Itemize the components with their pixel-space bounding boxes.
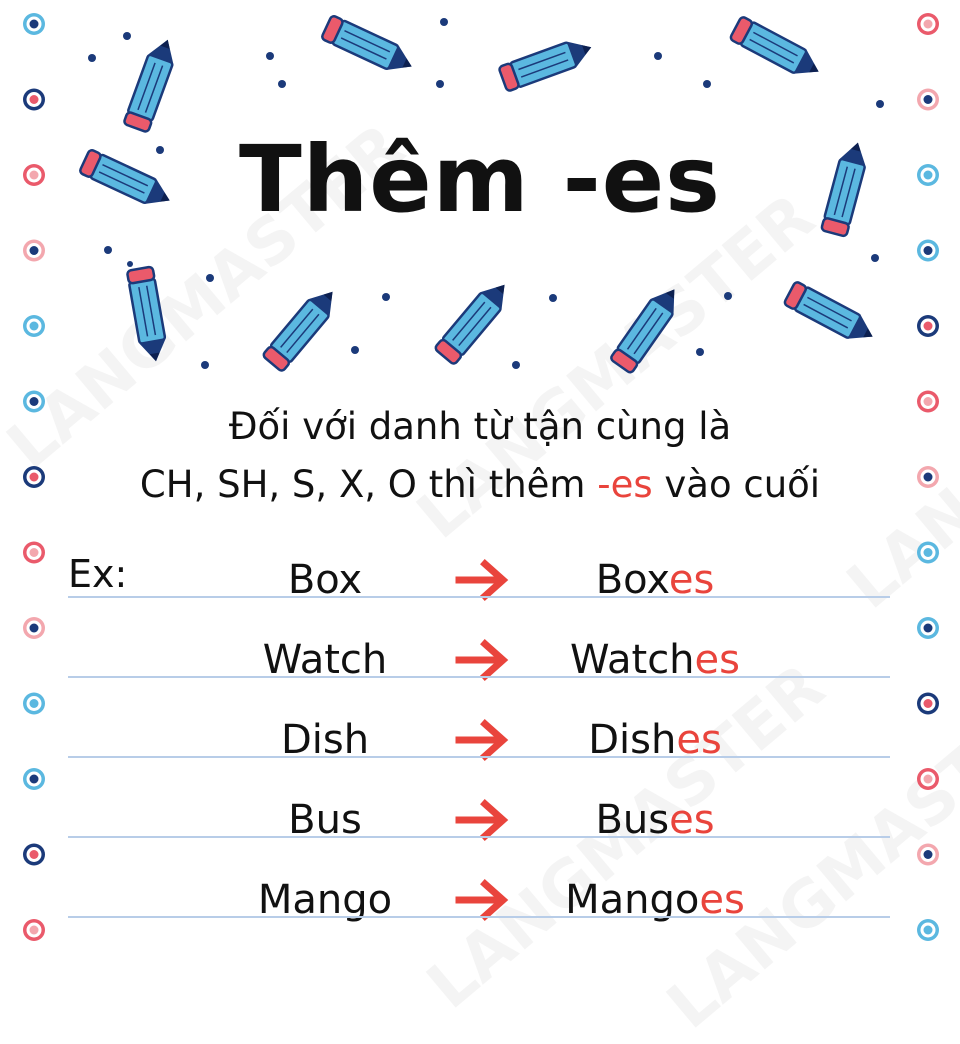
plural-suffix: es bbox=[669, 797, 715, 843]
dot-ornament bbox=[923, 19, 933, 29]
rule-description: Đối với danh từ tận cùng là CH, SH, S, X… bbox=[0, 398, 960, 514]
right-dot-border bbox=[917, 13, 939, 941]
dot-ornament bbox=[29, 19, 39, 29]
dot-ornament bbox=[29, 925, 39, 935]
pencil-icon bbox=[319, 13, 419, 80]
ruled-line bbox=[68, 836, 890, 838]
arrow-right-icon bbox=[455, 799, 509, 841]
plural-noun: Watches bbox=[505, 632, 805, 688]
example-row: Box Boxes bbox=[0, 552, 960, 632]
plural-suffix: es bbox=[699, 877, 745, 923]
confetti-dots bbox=[88, 18, 884, 369]
dot-ornament bbox=[923, 925, 933, 935]
dot-ornament bbox=[29, 774, 39, 784]
plural-suffix: es bbox=[676, 717, 722, 763]
pencil-icon bbox=[432, 275, 516, 367]
plural-stem: Bus bbox=[595, 797, 670, 843]
plural-noun: Boxes bbox=[505, 552, 805, 608]
pencil-icon bbox=[260, 282, 344, 374]
description-text: vào cuối bbox=[652, 463, 821, 506]
pencil-icon bbox=[782, 279, 880, 350]
example-row: Dish Dishes bbox=[0, 712, 960, 792]
suffix-highlight: -es bbox=[597, 463, 653, 506]
singular-noun: Bus bbox=[288, 797, 362, 843]
arrow-right-icon bbox=[455, 559, 509, 601]
example-row: Mango Mangoes bbox=[0, 872, 960, 952]
dot-ornament bbox=[29, 850, 39, 859]
dot-ornament bbox=[29, 548, 39, 557]
dot-ornament bbox=[29, 246, 39, 255]
plural-stem: Mango bbox=[565, 877, 700, 923]
pencil-icon bbox=[608, 280, 687, 376]
dot-ornament bbox=[923, 774, 933, 784]
dot-ornament bbox=[29, 397, 39, 406]
singular-noun: Watch bbox=[262, 637, 388, 683]
ruled-line bbox=[68, 596, 890, 598]
dot-ornament bbox=[923, 699, 933, 708]
dot-ornament bbox=[923, 472, 933, 482]
dot-ornament bbox=[923, 623, 933, 633]
ruled-line bbox=[68, 676, 890, 678]
dot-ornament bbox=[29, 699, 39, 708]
arrow-right-icon bbox=[455, 639, 509, 681]
pencil-icon bbox=[125, 265, 171, 365]
description-text: CH, SH, S, X, O thì thêm bbox=[139, 463, 598, 506]
dot-ornament bbox=[923, 397, 933, 406]
dot-ornament bbox=[29, 472, 39, 482]
singular-noun: Mango bbox=[257, 877, 393, 923]
plural-suffix: es bbox=[668, 557, 715, 603]
left-dot-border bbox=[23, 13, 45, 941]
dot-ornament bbox=[29, 95, 39, 104]
dot-ornament bbox=[923, 321, 933, 331]
arrow-right-icon bbox=[455, 719, 509, 761]
pencil-icon bbox=[497, 33, 597, 93]
plural-stem: Box bbox=[595, 557, 669, 603]
dot-ornament bbox=[923, 850, 933, 859]
dot-ornament bbox=[923, 548, 933, 557]
pencil-icon bbox=[728, 14, 826, 85]
page-title: Thêm -es bbox=[239, 126, 721, 233]
dot-ornament bbox=[923, 170, 933, 180]
ruled-line bbox=[68, 916, 890, 918]
description-line-2: CH, SH, S, X, O thì thêm -es vào cuối bbox=[0, 456, 960, 514]
dot-ornament bbox=[29, 170, 39, 180]
dot-ornament bbox=[923, 95, 933, 104]
singular-noun: Box bbox=[287, 557, 363, 603]
example-label: Ex: bbox=[68, 552, 128, 596]
plural-stem: Watch bbox=[570, 637, 695, 683]
plural-noun: Dishes bbox=[505, 712, 805, 768]
singular-noun: Dish bbox=[280, 717, 370, 763]
dot-ornament bbox=[29, 321, 39, 331]
plural-suffix: es bbox=[694, 637, 740, 683]
infographic: LANGMASTER LANGMASTER LANGMASTER LANGMAS… bbox=[0, 13, 960, 1044]
pencil-decoration bbox=[77, 13, 884, 376]
plural-noun: Mangoes bbox=[505, 872, 805, 928]
ruled-line bbox=[68, 756, 890, 758]
description-line-1: Đối với danh từ tận cùng là bbox=[228, 405, 732, 448]
plural-stem: Dish bbox=[588, 717, 677, 763]
dot-ornament bbox=[29, 623, 39, 633]
example-row: Watch Watches bbox=[0, 632, 960, 712]
dot-ornament bbox=[923, 246, 933, 255]
arrow-right-icon bbox=[455, 879, 509, 921]
example-row: Bus Buses bbox=[0, 792, 960, 872]
plural-noun: Buses bbox=[505, 792, 805, 848]
